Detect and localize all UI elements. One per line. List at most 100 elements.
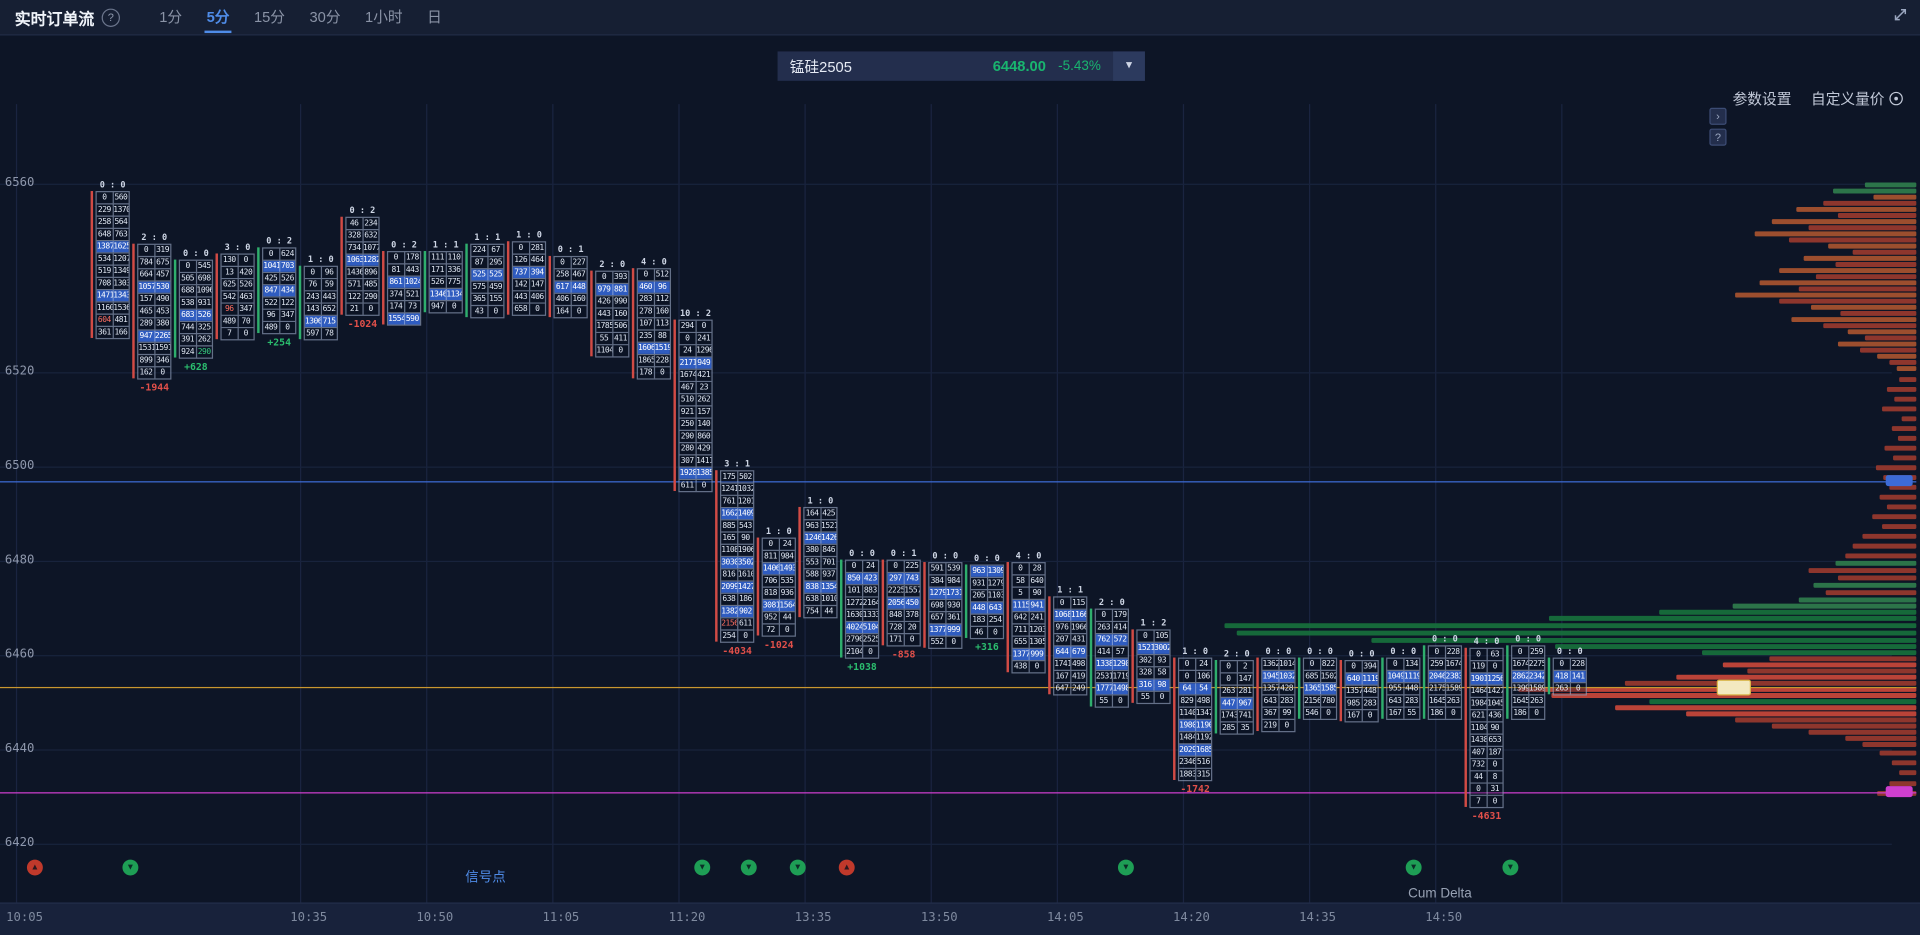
ask-volume: 160 (655, 306, 669, 316)
bid-volume: 465 (138, 306, 155, 318)
column-imbalance-header: 4 : 0 (1473, 636, 1500, 647)
footprint-row: 55 0 (1095, 694, 1128, 707)
bid-volume: 460 (637, 281, 655, 293)
column-body: 0178814438611024374521174731554590 (386, 251, 422, 326)
ask-volume: 1906 (737, 544, 753, 555)
bid-volume: 171 (888, 634, 905, 646)
footprint-row: 553 701 (804, 555, 837, 569)
bid-volume: 611 (680, 480, 697, 492)
footprint-column: 0 : 246234328632734107710631282143689657… (340, 206, 380, 329)
footprint-row: 0 96 (305, 266, 337, 278)
bid-volume: 552 (929, 636, 946, 648)
ask-volume: 467 (572, 269, 586, 280)
column-imbalance-header: 0 : 1 (557, 244, 584, 255)
bid-volume: 979 (596, 284, 613, 296)
signal-row: 信号点 Cum Delta ▲ ▼ ▼ ▼ ▼ ▲ ▼ ▼ ▼ (0, 852, 1920, 903)
timeframe-tab-30分[interactable]: 30分 (309, 8, 341, 26)
settings-button[interactable]: 参数设置 (1733, 88, 1792, 109)
time-axis-label: 14:50 (1425, 911, 1463, 925)
bid-volume: 157 (138, 293, 155, 305)
footprint-column: 0 : 2 0 624 1041 703 425 526 847 434 522 122 96 347 4… (257, 236, 297, 348)
footprint-column: 1 : 1 11111017133652677513461134947 0 (423, 240, 463, 314)
footprint-row: 174 73 (388, 300, 421, 313)
ask-volume: 448 (1363, 685, 1377, 696)
footprint-row: 10631282 (346, 253, 379, 266)
bid-volume: 985 (1346, 697, 1363, 709)
footprint-row: 1382 902 (721, 604, 754, 618)
ask-volume: 539 (947, 563, 961, 574)
bid-volume: 1049 (1387, 671, 1404, 683)
bid-volume: 1630 (846, 609, 863, 621)
ask-volume: 283 (1363, 697, 1377, 708)
bid-volume: 0 (513, 242, 530, 254)
footprint-row: 178 0 (637, 366, 670, 379)
footprint-row: 448 643 (971, 601, 1003, 614)
ask-volume: 1333 (862, 609, 878, 620)
bid-volume: 289 (138, 318, 155, 330)
column-imbalance-header: 3 : 0 (224, 242, 251, 253)
bid-volume: 711 (1013, 624, 1030, 636)
collapse-panel-button[interactable]: › (1709, 107, 1727, 125)
ask-volume: 5104 (862, 622, 878, 634)
bid-volume: 538 (180, 297, 197, 309)
column-imbalance-header: 0 : 0 (183, 248, 209, 259)
footprint-row: 1104 0 (596, 344, 629, 357)
chevron-down-icon[interactable]: ▾ (1113, 51, 1145, 81)
column-imbalance-header: 1 : 0 (807, 495, 834, 506)
instrument-name: 锰硅2505 (789, 58, 852, 76)
footprint-column: 0 : 20178814438611024374521174731554590 (382, 240, 422, 326)
signal-up-icon: ▲ (26, 859, 43, 876)
fullscreen-icon[interactable] (1893, 6, 1908, 28)
bid-volume: 162 (138, 367, 155, 379)
ask-volume: 259 (1529, 646, 1543, 657)
bid-volume: 642 (1013, 612, 1030, 624)
ask-volume: 1354 (821, 581, 837, 593)
ask-volume: 526 (280, 273, 294, 283)
candle-direction-line (548, 255, 552, 318)
bid-volume: 643 (1262, 695, 1279, 707)
column-body: 13621014194510321357428643283367992190 (1261, 657, 1296, 733)
ask-volume: 179 (1113, 609, 1127, 620)
ask-volume: 675 (156, 257, 169, 267)
volume-profile-bar (1877, 353, 1917, 359)
ask-volume: 860 (697, 431, 711, 441)
help-icon[interactable]: ? (101, 7, 121, 27)
ask-volume: 896 (364, 266, 378, 277)
grid-line-vertical (15, 104, 18, 904)
ask-volume: 1519 (654, 342, 670, 354)
bid-volume: 107 (638, 318, 655, 330)
current-price-tag (1716, 679, 1752, 696)
panel-help-button[interactable]: ? (1709, 128, 1727, 146)
bid-volume: 283 (638, 293, 655, 305)
timeframe-tab-1小时[interactable]: 1小时 (365, 8, 403, 26)
footprint-row: 384 984 (929, 574, 962, 587)
ask-volume: 1564 (779, 600, 795, 612)
volume-profile-bar (1686, 711, 1917, 717)
bid-volume: 1068 (1054, 609, 1071, 621)
ask-volume: 0 (451, 301, 457, 312)
timeframe-tab-日[interactable]: 日 (427, 8, 442, 26)
footprint-row: 1306 715 (304, 314, 337, 327)
volume-profile-bar (1735, 717, 1917, 723)
ask-volume: 450 (904, 597, 920, 609)
footprint-row: 130 0 (222, 254, 254, 266)
footprint-row: 2156 611 (721, 617, 754, 630)
bid-volume: 243 (305, 291, 322, 303)
footprint-row: 0 24 (763, 538, 795, 550)
ask-volume: 1557 (904, 585, 919, 596)
ask-volume: 1610 (737, 569, 753, 580)
bid-volume: 258 (555, 269, 572, 281)
custom-volume-price-button[interactable]: 自定义量价 (1811, 88, 1903, 109)
bid-volume: 186 (1512, 707, 1529, 719)
grid-line-horizontal (0, 843, 1892, 845)
ask-volume: 0 (493, 306, 498, 316)
volume-profile-bar (1862, 742, 1917, 747)
footprint-row: 7081303 (96, 276, 129, 289)
timeframe-tab-5分[interactable]: 5分 (194, 0, 241, 34)
instrument-selector[interactable]: 锰硅2505 6448.00 -5.43% ▾ (777, 51, 1145, 81)
ask-volume: 822 (1321, 658, 1335, 669)
timeframe-tab-15分[interactable]: 15分 (253, 8, 286, 26)
timeframe-tab-1分[interactable]: 1分 (159, 8, 183, 26)
bid-volume: 621 (1471, 710, 1488, 722)
